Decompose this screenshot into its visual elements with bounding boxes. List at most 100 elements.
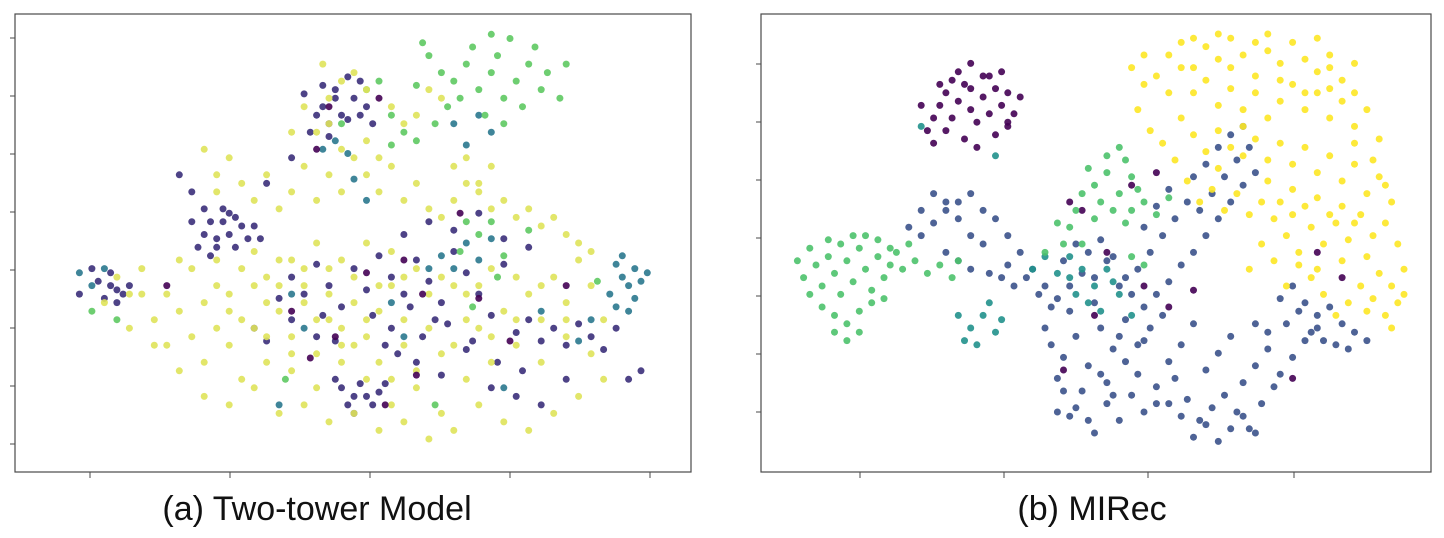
scatter-point <box>375 188 383 196</box>
scatter-point <box>961 337 968 345</box>
scatter-point <box>1078 190 1086 198</box>
scatter-point <box>1326 303 1334 311</box>
scatter-point <box>1122 358 1129 366</box>
scatter-point <box>525 426 533 434</box>
series-class-4 <box>163 94 570 409</box>
scatter-point <box>213 235 221 243</box>
scatter-point <box>979 72 987 80</box>
scatter-point <box>487 311 495 319</box>
scatter-point <box>338 256 345 264</box>
scatter-point <box>1128 253 1136 261</box>
scatter-point <box>954 68 962 76</box>
scatter-point <box>862 232 869 240</box>
scatter-point <box>1084 416 1092 424</box>
scatter-point <box>1326 64 1334 72</box>
scatter-point <box>288 350 296 358</box>
scatter-point <box>500 307 508 315</box>
scatter-point <box>587 248 595 255</box>
scatter-point <box>831 328 838 336</box>
scatter-point <box>363 239 370 247</box>
scatter-point <box>113 299 121 307</box>
scatter-point <box>1394 240 1402 248</box>
scatter-point <box>1258 400 1266 408</box>
scatter-point <box>1202 421 1210 429</box>
scatter-point <box>1258 240 1266 248</box>
scatter-point <box>1289 160 1297 168</box>
scatter-point <box>1115 332 1123 340</box>
scatter-point <box>1072 290 1080 298</box>
scatter-point <box>1109 206 1117 214</box>
scatter-point <box>1060 387 1067 395</box>
scatter-point <box>1109 391 1117 399</box>
scatter-point <box>967 106 975 114</box>
scatter-point <box>967 59 975 67</box>
scatter-point <box>219 205 227 213</box>
scatter-point <box>1140 408 1148 416</box>
scatter-point <box>256 235 264 243</box>
scatter-point <box>400 128 408 136</box>
scatter-point <box>363 196 370 204</box>
scatter-point <box>973 118 981 126</box>
scatter-point <box>1041 248 1049 256</box>
scatter-point <box>494 273 501 281</box>
scatter-point <box>562 60 570 68</box>
scatter-point <box>338 303 345 311</box>
scatter-point <box>1165 278 1173 286</box>
scatter-point <box>824 253 832 261</box>
scatter-point <box>225 290 233 298</box>
scatter-point <box>369 311 377 319</box>
scatter-point <box>487 128 495 136</box>
panel-a-two-tower <box>10 13 692 478</box>
scatter-point <box>1313 248 1321 256</box>
scatter-point <box>537 316 545 324</box>
scatter-point <box>1134 106 1142 114</box>
scatter-point <box>300 103 308 111</box>
scatter-point <box>631 265 639 273</box>
scatter-point <box>475 111 483 119</box>
scatter-point <box>1084 362 1092 370</box>
scatter-point <box>1326 152 1334 160</box>
scatter-point <box>319 145 327 153</box>
scatter-point <box>1214 164 1222 172</box>
scatter-point <box>1251 72 1259 80</box>
scatter-point <box>500 418 508 426</box>
scatter-point <box>1196 416 1204 424</box>
scatter-point <box>992 215 999 223</box>
scatter-point <box>263 273 271 281</box>
scatter-point <box>288 256 296 264</box>
scatter-point <box>1270 215 1278 223</box>
scatter-point <box>1313 265 1321 273</box>
scatter-point <box>818 303 826 311</box>
scatter-point <box>288 188 296 196</box>
scatter-point <box>1251 362 1259 370</box>
scatter-point <box>967 324 975 332</box>
scatter-point <box>100 299 108 307</box>
scatter-point <box>992 131 999 139</box>
scatter-point <box>475 294 483 302</box>
scatter-point <box>1214 30 1222 38</box>
scatter-point <box>462 290 470 298</box>
scatter-point <box>431 401 439 409</box>
scatter-point <box>1146 127 1154 135</box>
scatter-point <box>1190 248 1197 256</box>
scatter-point <box>1016 93 1024 101</box>
scatter-point <box>930 139 938 147</box>
scatter-point <box>213 188 221 196</box>
scatter-point <box>979 93 987 101</box>
scatter-point <box>1060 257 1067 265</box>
scatter-point <box>961 135 968 143</box>
scatter-point <box>587 333 595 341</box>
scatter-point <box>917 232 925 240</box>
scatter-point <box>487 218 495 226</box>
scatter-point <box>954 257 962 265</box>
scatter-point <box>1165 51 1173 59</box>
scatter-point <box>905 223 913 231</box>
scatter-point <box>575 337 583 345</box>
scatter-point <box>1091 282 1098 290</box>
scatter-point <box>917 101 925 109</box>
scatter-point <box>1381 181 1389 189</box>
scatter-point <box>1115 416 1123 424</box>
scatter-point <box>812 261 820 269</box>
scatter-point <box>1276 97 1284 105</box>
scatter-point <box>406 303 414 311</box>
